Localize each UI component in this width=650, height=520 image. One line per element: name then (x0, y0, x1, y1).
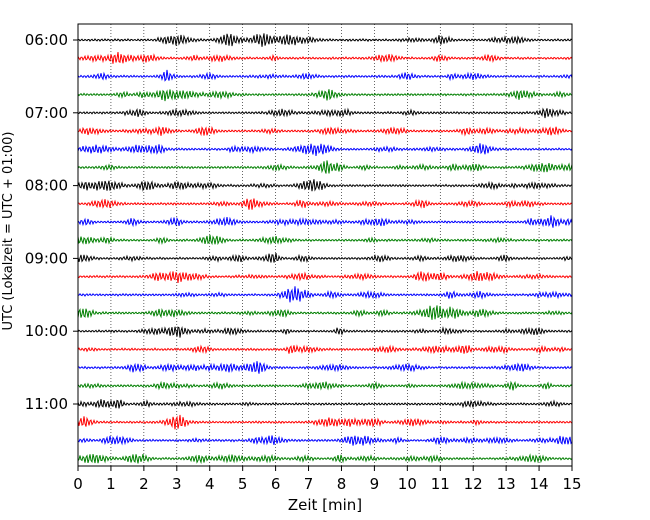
x-tick-label: 2 (139, 475, 149, 493)
trace-0900 (77, 252, 573, 264)
trace-0930 (77, 286, 573, 303)
x-axis-label: Zeit [min] (288, 496, 362, 514)
trace-0600 (77, 33, 573, 47)
trace-1145 (77, 453, 573, 465)
x-tick-label: 15 (562, 475, 581, 493)
plot-frame (77, 23, 573, 467)
x-tick-label: 7 (304, 475, 314, 493)
x-tick-label: 0 (73, 475, 83, 493)
y-tick-label: 07:00 (25, 104, 68, 122)
trace-1045 (77, 380, 573, 391)
trace-1115 (77, 414, 573, 430)
trace-0915 (77, 270, 573, 283)
x-tick-label: 11 (431, 475, 450, 493)
y-tick-label: 11:00 (25, 395, 68, 413)
trace-0830 (77, 215, 573, 228)
y-tick-label: 08:00 (25, 177, 68, 195)
y-tick-label: 06:00 (25, 31, 68, 49)
trace-0700 (77, 107, 573, 119)
x-tick-label: 13 (497, 475, 516, 493)
y-tick-label: 10:00 (25, 322, 68, 340)
x-tick-label: 9 (370, 475, 380, 493)
x-tick-label: 5 (238, 475, 248, 493)
x-tick-label: 1 (106, 475, 116, 493)
trace-0715 (77, 125, 573, 137)
trace-0730 (77, 143, 573, 157)
vertical-grid (110, 24, 540, 466)
trace-1000 (77, 326, 573, 338)
trace-1100 (77, 399, 573, 409)
trace-0630 (77, 69, 573, 82)
trace-0800 (77, 179, 573, 192)
x-tick-label: 8 (337, 475, 347, 493)
trace-0645 (77, 89, 573, 102)
x-tick-label: 12 (464, 475, 483, 493)
y-axis-label: UTC (Lokalzeit = UTC + 01:00) (1, 132, 16, 331)
y-tick-label: 09:00 (25, 249, 68, 267)
y-axis: 06:00 07:00 08:00 09:00 10:00 11:00 (25, 31, 78, 413)
trace-0615 (77, 52, 573, 64)
trace-0815 (77, 198, 573, 210)
x-tick-label: 3 (172, 475, 182, 493)
x-tick-label: 4 (205, 475, 215, 493)
trace-1130 (77, 435, 573, 446)
trace-1030 (77, 361, 573, 374)
seismogram-traces (77, 33, 573, 465)
trace-0745 (77, 160, 573, 174)
trace-0845 (77, 234, 573, 246)
trace-0945 (77, 305, 573, 320)
x-tick-label: 6 (271, 475, 281, 493)
trace-1015 (77, 344, 573, 355)
x-axis: 0 1 2 3 4 5 6 7 8 9 10 11 12 13 14 15 (73, 466, 582, 493)
x-tick-label: 10 (398, 475, 417, 493)
x-tick-label: 14 (530, 475, 549, 493)
